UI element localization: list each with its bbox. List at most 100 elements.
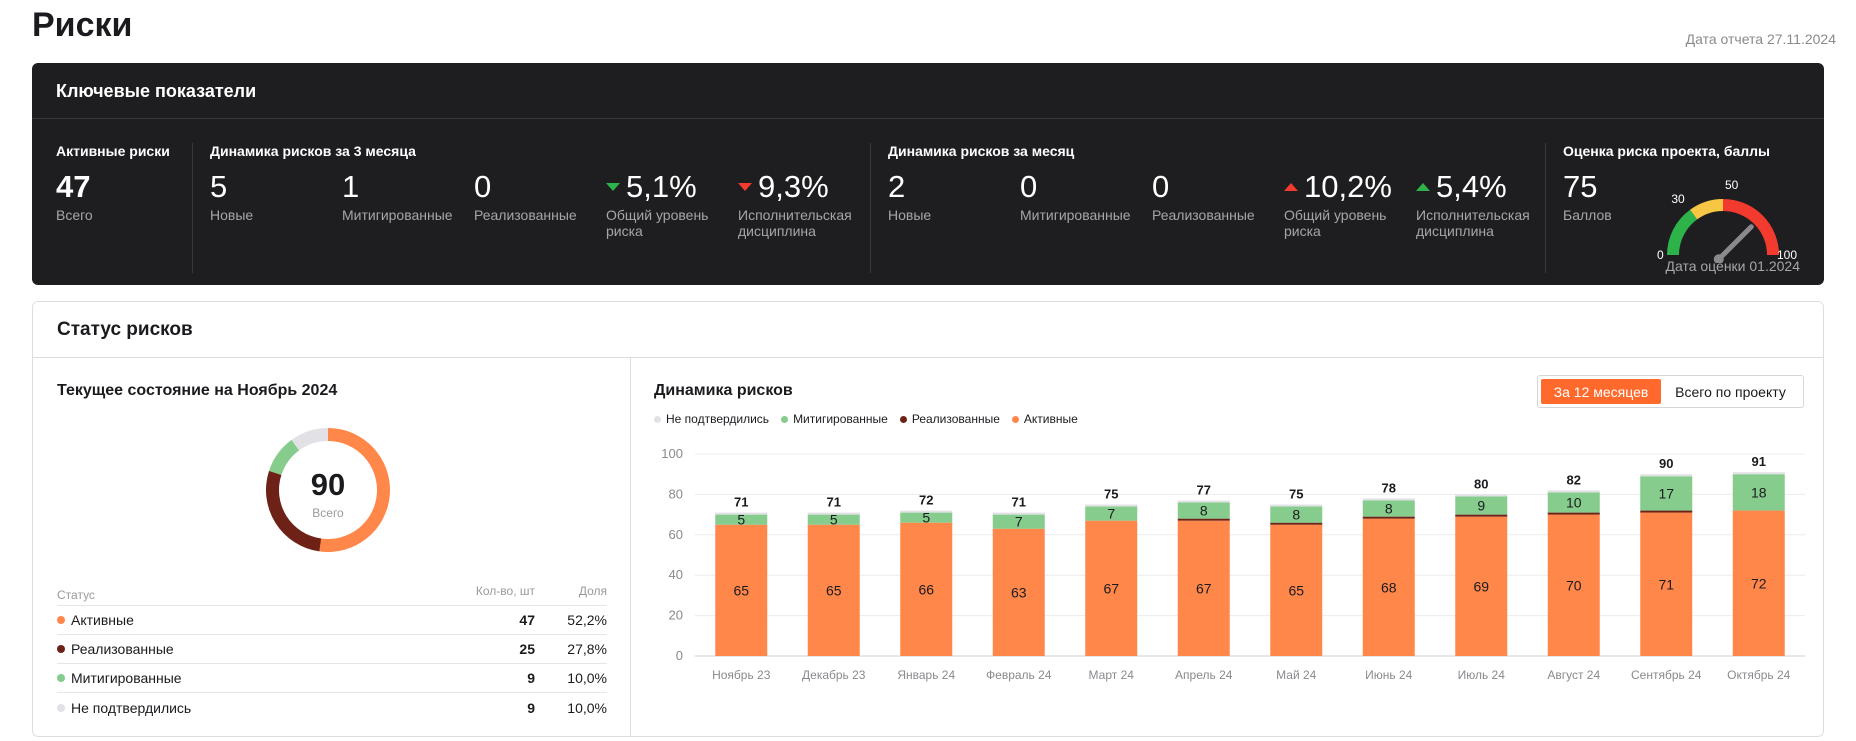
panel-divider (630, 358, 631, 737)
legend-item: Не подтвердились (654, 412, 769, 426)
bar-segment (992, 514, 1045, 529)
bar-value-label: 10 (1566, 494, 1582, 510)
bar-segment (1177, 500, 1230, 503)
bar-value-label: 67 (1103, 580, 1119, 596)
kpi-value: 5,4% (1416, 167, 1546, 207)
status-donut-chart (266, 428, 390, 552)
kpi-label: Реализованные (474, 207, 577, 223)
month-realized: 0 Реализованные (1152, 167, 1255, 223)
bar-value-label: 5 (830, 512, 838, 528)
kpi-value: 2 (888, 169, 906, 204)
bar-value-label: 17 (1658, 485, 1674, 501)
bar-segment (1177, 518, 1230, 521)
status-share: 10,0% (567, 670, 607, 686)
col-status: Статус (57, 587, 95, 602)
bar-segment (807, 512, 860, 515)
donut-slice (269, 439, 300, 475)
bar-segment (1085, 506, 1138, 521)
bar-value-label: 67 (1196, 580, 1212, 596)
kpi-label: Общий уровень риска (1284, 207, 1387, 239)
report-date: Дата отчета 27.11.2024 (1685, 31, 1836, 47)
active-risks-kpi: 47 Всего (56, 167, 93, 223)
bar-segment (1547, 490, 1600, 493)
bar-segment (807, 524, 860, 656)
kpi-divider (1545, 143, 1546, 273)
status-name: Не подтвердились (71, 699, 192, 716)
trend-up-icon (1284, 183, 1298, 191)
toggle-all-project[interactable]: Всего по проекту (1675, 383, 1786, 400)
kpi-label: Реализованные (1152, 207, 1255, 223)
kpi-label: Общий уровень риска (606, 207, 709, 239)
kpi-value-text: 5,4% (1436, 169, 1507, 204)
legend-item: Активные (1011, 412, 1078, 426)
x-tick-label: Декабрь 23 (802, 668, 866, 682)
status-name: Митигированные (71, 670, 182, 686)
kpi-value: 0 (1020, 169, 1038, 204)
legend-dot-icon (781, 415, 789, 423)
bar-value-label: 66 (918, 581, 934, 597)
x-tick-label: Февраль 24 (986, 668, 1052, 682)
status-name: Реализованные (71, 641, 174, 657)
donut-total-label: Всего (312, 506, 344, 520)
bar-total-label: 75 (1289, 487, 1303, 502)
x-tick-label: Октябрь 24 (1727, 668, 1791, 682)
x-tick-label: Июнь 24 (1365, 668, 1413, 682)
bar-value-label: 65 (1288, 582, 1304, 598)
bar-segment (900, 510, 953, 513)
bar-segment (1640, 512, 1693, 656)
kpi-value: 5,1% (606, 167, 726, 207)
gauge-segment-high (1722, 199, 1779, 256)
bar-segment (1362, 516, 1415, 519)
status-count: 25 (519, 641, 535, 657)
y-tick-label: 100 (661, 446, 683, 461)
bar-total-label: 72 (919, 493, 933, 508)
bar-total-label: 80 (1474, 476, 1488, 491)
bar-value-label: 70 (1566, 577, 1582, 593)
three-months-title: Динамика рисков за 3 месяца (210, 143, 416, 159)
kpi-label: Митигированные (1020, 207, 1131, 223)
three-months-mitigated: 1 Митигированные (342, 167, 453, 223)
table-row: Митигированные 9 10,0% (57, 664, 607, 693)
bar-segment (900, 522, 953, 656)
y-tick-label: 40 (669, 567, 683, 582)
legend-dot-icon (1011, 415, 1019, 423)
bar-segment (1732, 474, 1785, 511)
status-table-header: Статус Кол-во, шт Доля (57, 584, 607, 606)
kpi-value: 0 (1152, 169, 1170, 204)
donut-slice (319, 428, 390, 552)
legend-label: Реализованные (911, 412, 1000, 426)
donut-slice (291, 428, 328, 451)
gauge-segment-mid (1690, 199, 1724, 220)
kpi-divider (192, 143, 193, 273)
toggle-12-months[interactable]: За 12 месяцев (1541, 379, 1661, 404)
bar-segment (1362, 500, 1415, 517)
bar-total-label: 71 (827, 495, 841, 510)
bar-total-label: 78 (1382, 480, 1396, 495)
month-mitigated: 0 Митигированные (1020, 167, 1131, 223)
month-title: Динамика рисков за месяц (888, 143, 1075, 159)
kpi-body: Активные риски 47 Всего Динамика рисков … (32, 143, 1824, 275)
bar-value-label: 68 (1381, 579, 1397, 595)
bar-segment (1640, 476, 1693, 511)
bar-value-label: 65 (733, 582, 749, 598)
bar-total-label: 71 (734, 495, 748, 510)
bar-segment (1455, 516, 1508, 656)
table-row: Реализованные 25 27,8% (57, 635, 607, 664)
kpi-value: 5 (210, 169, 228, 204)
bar-total-label: 77 (1197, 482, 1211, 497)
bar-segment (1547, 492, 1600, 513)
legend-item: Митигированные (781, 412, 888, 426)
trend-down-icon (606, 183, 620, 191)
bar-segment (1085, 520, 1138, 656)
bar-value-label: 18 (1751, 484, 1767, 500)
legend-label: Активные (1023, 412, 1078, 426)
gauge-date: Дата оценки 01.2024 (1665, 258, 1801, 274)
bar-segment (1085, 504, 1138, 507)
bar-value-label: 7 (1107, 506, 1115, 522)
status-dot-icon (57, 645, 65, 653)
status-dot-icon (57, 674, 65, 682)
table-row: Не подтвердились 9 10,0% (57, 693, 607, 722)
kpi-label: Новые (888, 207, 932, 223)
status-share: 10,0% (567, 699, 607, 716)
bar-value-label: 5 (922, 510, 930, 526)
